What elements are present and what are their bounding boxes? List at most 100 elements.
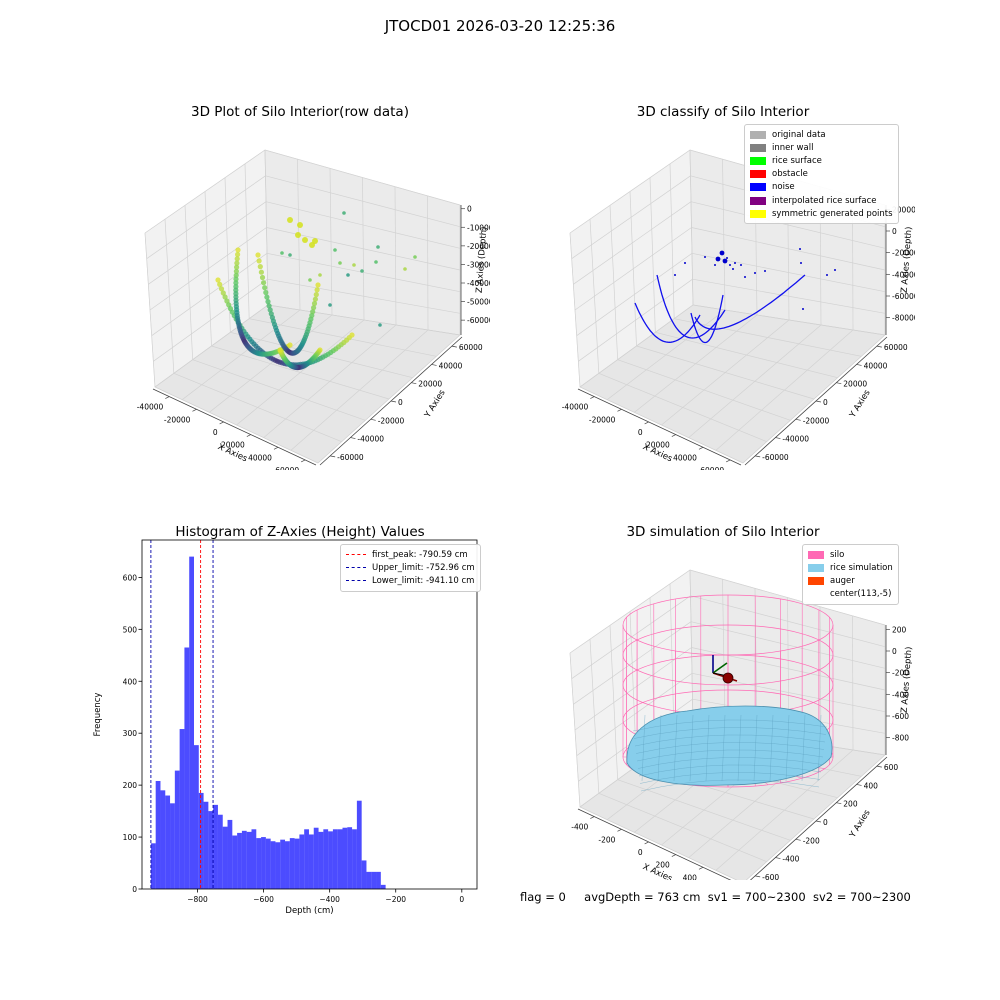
histogram-bar [179, 729, 185, 889]
legend-label: noise [772, 182, 795, 193]
legend-swatch [808, 590, 824, 598]
rice-mesh-line [640, 779, 820, 792]
histogram-bar [155, 780, 161, 889]
raw-data-point [280, 251, 284, 255]
panel1-title: 3D Plot of Silo Interior(row data) [191, 104, 409, 120]
x-tick [192, 408, 197, 412]
z-tick-label: -60000 [892, 292, 915, 301]
legend-entry-upper-limit: Upper_limit: -752.96 cm [346, 561, 475, 574]
z-tick-label: -60000 [467, 316, 490, 325]
raw-data-point [257, 264, 263, 270]
raw-data-point [265, 299, 271, 305]
y-tick-label: -200 [803, 836, 820, 845]
raw-data-point [378, 323, 382, 327]
z-tick-label: -10000 [467, 223, 490, 232]
z-tick-label: -600 [892, 712, 909, 721]
raw-data-point [233, 268, 239, 274]
histogram-bar [165, 795, 171, 889]
y-tick [836, 382, 842, 385]
rice-mesh-line [657, 714, 662, 782]
raw-data-point [338, 261, 342, 265]
raw-data-point [333, 248, 337, 252]
noise-point [754, 272, 756, 274]
histogram-bar [261, 837, 266, 889]
histogram-bar [332, 829, 338, 889]
legend-label: symmetric generated points [772, 208, 893, 219]
histogram-bar [265, 838, 271, 889]
histogram-bar [217, 814, 223, 889]
y-tick-label: 100 [123, 833, 138, 842]
x-tick-label: 0 [638, 848, 643, 857]
histogram-bar [313, 827, 319, 889]
x-tick [273, 446, 279, 450]
sv2-text: sv2 = 700~2300 [812, 890, 911, 904]
noise-point [799, 248, 801, 250]
z-tick-label: 20000 [892, 205, 915, 214]
x-tick [698, 446, 704, 450]
rice-mesh-line [689, 714, 694, 782]
y-tick [856, 784, 862, 786]
y-tick [411, 382, 417, 385]
x-tick-label: 60000 [700, 466, 724, 470]
histogram-bar [304, 829, 309, 889]
raw-data-point [310, 309, 316, 315]
y-tick [431, 364, 437, 366]
legend-label: Lower_limit: -941.10 cm [372, 575, 475, 586]
histogram-bar [371, 871, 377, 889]
noise-point [704, 256, 706, 258]
y-tick [795, 838, 801, 841]
raw-data-point [234, 264, 240, 270]
z-tick-label: -400 [892, 690, 909, 699]
x-tick [165, 396, 170, 399]
histogram-bar [241, 830, 247, 889]
histogram-bar [285, 841, 290, 889]
back-grid-line [264, 149, 461, 206]
histogram-bar [237, 832, 242, 889]
histogram-bar [150, 843, 156, 889]
raw-data-point [256, 258, 262, 264]
x-tick-label: 0 [213, 428, 218, 437]
histogram-bar [318, 831, 324, 889]
legend-entry-rice-surface: rice surface [750, 154, 893, 167]
noise-point [674, 274, 676, 276]
legend-swatch [750, 196, 766, 205]
x-tick-label: 40000 [248, 453, 272, 462]
legend-entry-original-data: original data [750, 128, 893, 141]
rice-mesh-line [633, 727, 827, 739]
rice-mesh-line [817, 714, 822, 782]
left-grid-line [571, 175, 691, 259]
z-tick-label: -50000 [467, 298, 490, 307]
y-tick-label: 400 [123, 677, 138, 686]
floor-grid-line [267, 304, 461, 336]
left-grid-line [264, 149, 269, 306]
raw-data-point [302, 237, 308, 243]
back-grid-line [265, 175, 461, 228]
raw-data-point [376, 245, 380, 249]
raw-data-point [374, 260, 378, 264]
raw-data-point [222, 294, 228, 300]
left-grid-line [689, 149, 694, 306]
classify-legend: original data inner wall rice surface ob… [744, 124, 899, 225]
x-tick [644, 421, 649, 425]
y-tick-label: -600 [762, 873, 779, 880]
histogram-bar [184, 647, 190, 889]
panel4-title: 3D simulation of Silo Interior [626, 524, 820, 540]
raw-data-3d-plot: -40000-200000200004000060000X Axies-6000… [137, 149, 490, 470]
legend-label: rice simulation [830, 562, 893, 573]
raw-data-point [263, 289, 269, 296]
legend-entry-noise: noise [750, 181, 893, 194]
y-tick-label: 60000 [459, 343, 483, 352]
flag-text: flag = 0 [520, 890, 566, 904]
noise-point [729, 264, 731, 266]
histogram-bar [251, 829, 257, 889]
histogram-bar [203, 801, 209, 889]
z-axis-label: Z Axies (Depth) [475, 226, 490, 293]
raw-data-point [413, 255, 417, 259]
legend-swatch [750, 170, 766, 179]
y-tick [856, 364, 862, 366]
rice-mesh-line [753, 714, 758, 782]
rice-mesh-line [785, 714, 790, 782]
noise-point [722, 258, 728, 264]
x-tick-label: 20000 [646, 441, 670, 450]
y-direction-arrow [712, 662, 728, 674]
